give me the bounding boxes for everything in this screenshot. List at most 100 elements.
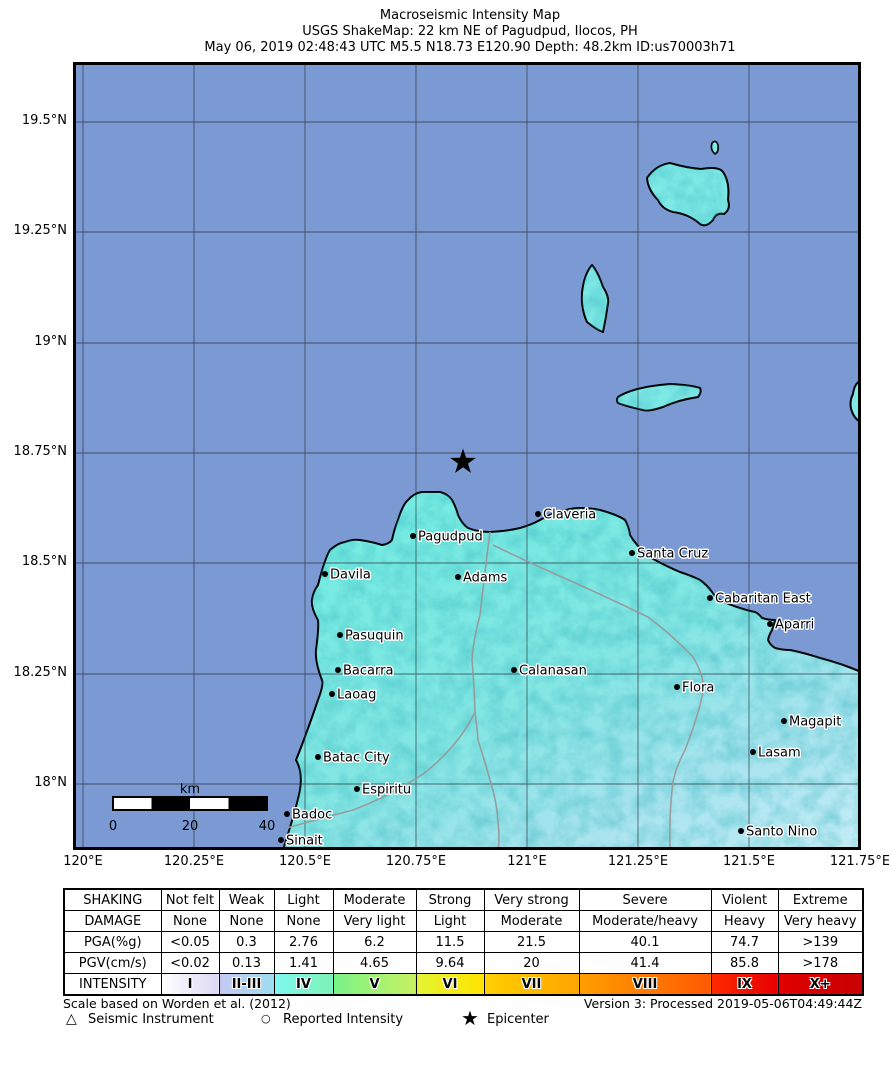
intensity-scale-table: SHAKING Not felt Weak Light Moderate Strong Ve… [63,888,864,996]
lat-tick-label: 18.5°N [21,554,67,569]
city-dot [781,718,787,724]
boundary-west [471,531,500,850]
city-label: Pagudpud [418,530,483,545]
table-cell: 0.13 [218,952,275,974]
epicenter-layer [450,448,476,473]
table-cell: IX [710,973,779,996]
scale-bar-tick: 0 [109,819,117,834]
row-header: SHAKING [63,888,162,911]
table-cell: 40.1 [578,931,712,953]
map-svg: km 0 20 40 Claveria Pagudpud Santa Cruz Davil… [73,62,861,850]
city-dot [629,550,635,556]
map-frame [73,62,861,850]
lat-tick-label: 19°N [34,334,67,349]
table-cell: Very heavy [777,910,864,932]
lon-tick-label: 121.5°E [723,854,775,869]
table-cell: >139 [777,931,864,953]
table-cell: Weak [218,888,275,911]
scale-reference-note: Scale based on Worden et al. (2012) [63,996,291,1011]
city-dot [315,754,321,760]
city-dot [767,621,773,627]
table-cell: 41.4 [578,952,712,974]
city-label: Davila [330,568,371,583]
table-cell: Severe [578,888,712,911]
table-row-intensity: INTENSITY I II-III IV V VI VII VIII IX X+ [63,973,864,996]
table-cell: X+ [777,973,864,996]
city-dot [455,574,461,580]
islet-small [710,140,719,155]
city-label: Sinait [286,834,323,849]
table-cell: 74.7 [710,931,779,953]
table-cell: 21.5 [483,931,580,953]
table-cell: I [160,973,220,996]
row-header: DAMAGE [63,910,162,932]
table-cell: 6.2 [332,931,417,953]
city-label: Santa Cruz [637,547,708,562]
lat-tick-label: 18.75°N [13,444,67,459]
table-cell: <0.05 [160,931,220,953]
city-label: Adams [463,571,508,586]
city-label: Laoag [337,688,376,703]
table-row-damage: DAMAGE None None None Very light Light Moderat… [63,910,864,932]
city-label: Calanasan [519,664,587,679]
scale-bar-tick: 20 [182,819,199,834]
city-label: Cabaritan East [715,592,811,607]
row-header: PGA(%g) [63,931,162,953]
reported-intensity-label: Reported Intensity [283,1012,404,1027]
lon-tick-label: 120.75°E [385,854,447,869]
city-markers-layer: Claveria Pagudpud Santa Cruz Davila Adams Cab… [278,506,843,850]
table-cell: Violent [710,888,779,911]
table-cell: 9.64 [415,952,485,974]
city-label: Lasam [758,746,801,761]
city-dot [750,749,756,755]
lon-tick-label: 120.5°E [279,854,331,869]
city-label: Badoc [292,808,332,823]
boundary-southwest-branch [286,711,476,829]
scale-bar-unit: km [180,782,200,797]
version-processed-note: Version 3: Processed 2019-05-06T04:49:44… [583,996,862,1011]
city-label: Espiritu [362,783,411,798]
lon-tick-label: 120.25°E [163,854,225,869]
table-row-pgag: PGA(%g) <0.05 0.3 2.76 6.2 11.5 21.5 40.1 74.7 >1… [63,931,864,953]
seismic-instrument-label: Seismic Instrument [88,1012,214,1027]
city-dot [284,811,290,817]
lat-tick-label: 18.25°N [13,665,67,680]
epicenter-label: Epicenter [487,1012,549,1027]
city-dot [278,837,284,843]
lon-tick-label: 121.75°E [829,854,889,869]
city-label: Pasuquin [345,629,404,644]
lat-tick-label: 18°N [34,775,67,790]
boundary-east [492,544,705,850]
map-subtitle: USGS ShakeMap: 22 km NE of Pagudpud, Ilo… [302,24,638,39]
epicenter-icon: ★ [461,1006,479,1030]
table-cell: Light [273,888,334,911]
table-cell: 85.8 [710,952,779,974]
table-cell: VIII [578,973,712,996]
city-dot [354,786,360,792]
table-cell: >178 [777,952,864,974]
city-label: Claveria [543,508,596,523]
city-dot [738,828,744,834]
city-dot [511,667,517,673]
city-label: Aparri [775,618,814,633]
table-cell: None [218,910,275,932]
city-dot [329,691,335,697]
table-cell: 11.5 [415,931,485,953]
table-cell: Moderate/heavy [578,910,712,932]
city-label: Flora [682,681,714,696]
table-cell: Strong [415,888,485,911]
table-cell: 1.41 [273,952,334,974]
table-cell: 20 [483,952,580,974]
city-label: Santo Nino [746,825,817,840]
table-row-shaking: SHAKING Not felt Weak Light Moderate Strong Ve… [63,888,864,911]
city-label: Magapit [789,715,841,730]
table-cell: 2.76 [273,931,334,953]
table-cell: None [273,910,334,932]
city-dot [335,667,341,673]
city-dot [674,684,680,690]
shakemap-canvas: km 0 20 40 Claveria Pagudpud Santa Cruz Davil… [73,62,861,850]
table-cell: 0.3 [218,931,275,953]
city-dot [322,571,328,577]
city-dot [707,595,713,601]
city-dot [337,632,343,638]
